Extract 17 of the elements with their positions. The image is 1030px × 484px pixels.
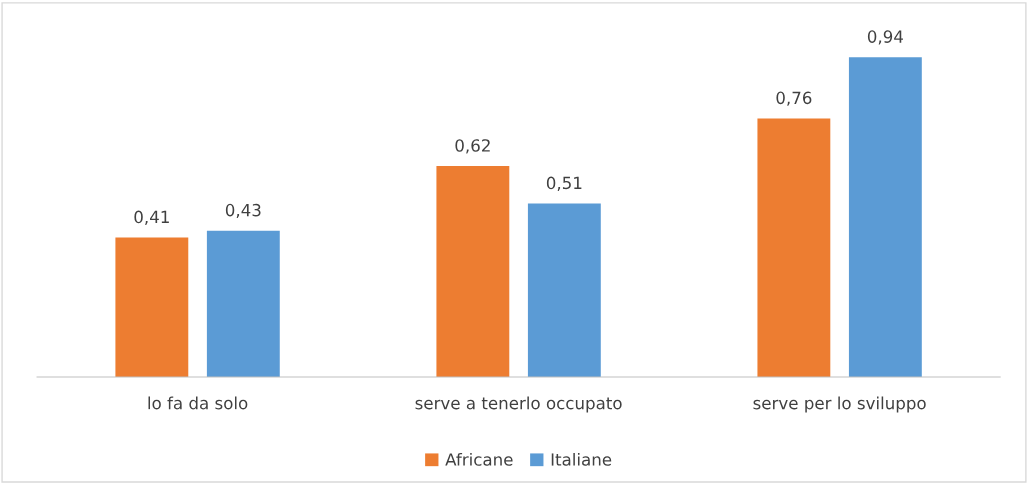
x-tick-label: serve a tenerlo occupato bbox=[415, 396, 622, 413]
bar bbox=[848, 57, 922, 378]
bar bbox=[115, 237, 189, 378]
bar bbox=[206, 230, 280, 378]
data-label: 0,43 bbox=[225, 203, 261, 219]
x-tick-label: lo fa da solo bbox=[148, 396, 248, 410]
data-label: 0,76 bbox=[776, 91, 812, 106]
legend-label: Africane bbox=[445, 452, 513, 466]
data-label: 0,94 bbox=[867, 30, 903, 45]
data-label: 0,62 bbox=[455, 139, 490, 154]
bar bbox=[527, 203, 601, 378]
data-label: 0,51 bbox=[546, 176, 582, 191]
x-tick-label: serve per lo sviluppo bbox=[753, 396, 926, 413]
bar bbox=[757, 118, 831, 378]
bar bbox=[436, 166, 510, 378]
data-label: 0,41 bbox=[134, 210, 169, 225]
legend-label: Italiane bbox=[551, 452, 612, 466]
